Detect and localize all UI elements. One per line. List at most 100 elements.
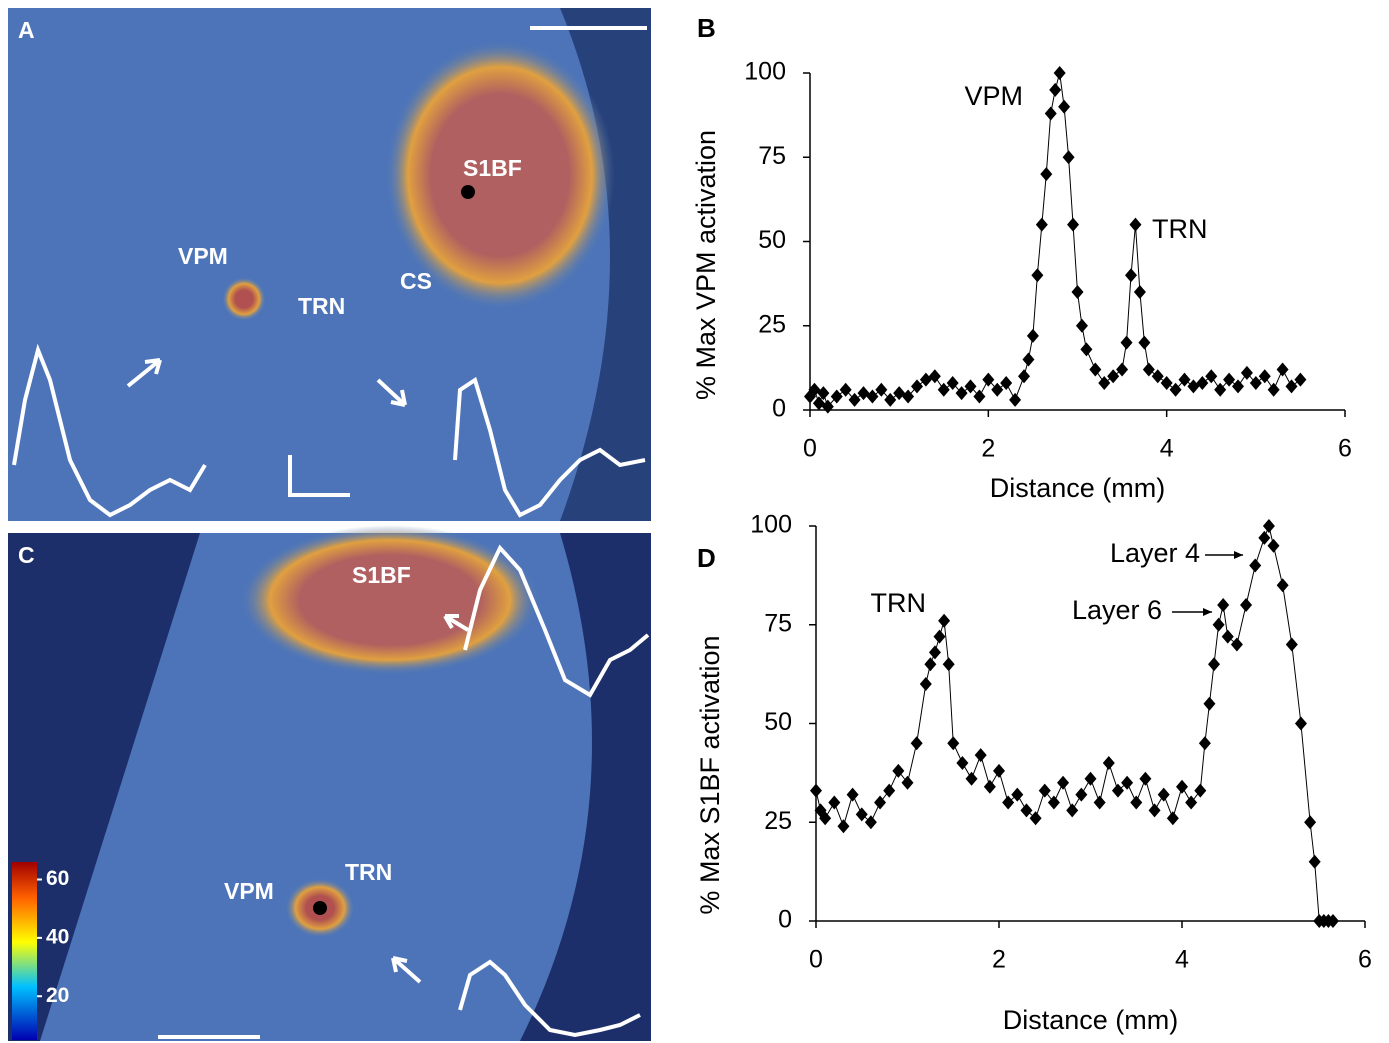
marker: [812, 396, 825, 411]
marker: [893, 386, 906, 401]
y-tick-label: 100: [744, 58, 786, 86]
marker: [1044, 106, 1057, 121]
y-tick-label: 0: [772, 395, 786, 423]
image-edge: [560, 8, 651, 521]
marker: [1029, 811, 1042, 826]
marker: [1038, 783, 1051, 798]
electrode: [313, 901, 327, 915]
panel-label: D: [697, 543, 716, 573]
marker: [901, 775, 914, 790]
marker: [919, 372, 932, 387]
y-axis-title: % Max VPM activation: [691, 130, 721, 400]
image-edge: [8, 533, 651, 1041]
marker: [874, 795, 887, 810]
panel-label: B: [697, 13, 716, 43]
scale-bar: [530, 26, 647, 30]
marker: [857, 386, 870, 401]
marker: [1080, 342, 1093, 357]
marker: [938, 613, 951, 628]
marker: [1198, 736, 1211, 751]
marker: [1116, 362, 1129, 377]
y-tick-label: 50: [764, 708, 792, 736]
marker: [1258, 530, 1271, 545]
marker: [919, 677, 932, 691]
hot-spot: [222, 277, 266, 321]
marker: [1308, 854, 1321, 869]
marker: [1285, 379, 1298, 394]
annotation: Layer 4: [1110, 538, 1200, 568]
marker: [1035, 217, 1048, 232]
marker: [828, 795, 841, 810]
marker: [866, 389, 879, 404]
marker: [991, 382, 1004, 397]
marker: [1142, 362, 1155, 377]
marker: [1133, 285, 1146, 300]
panel-a: A S1BF VPM TRN CS: [8, 8, 651, 521]
marker: [947, 736, 960, 751]
marker: [1075, 787, 1088, 802]
y-tick-label: 0: [778, 906, 792, 934]
marker: [875, 382, 888, 397]
x-tick-label: 0: [803, 435, 817, 463]
hot-spot: [240, 525, 540, 675]
colorbar: [12, 862, 37, 1040]
marker: [848, 392, 861, 407]
marker: [924, 657, 937, 672]
marker: [1022, 352, 1035, 367]
marker: [973, 389, 986, 404]
marker: [1129, 217, 1142, 232]
x-tick-label: 4: [1160, 435, 1174, 463]
marker: [1230, 637, 1243, 652]
marker: [1240, 365, 1253, 380]
y-tick-label: 75: [758, 142, 786, 170]
marker: [821, 399, 834, 414]
marker: [1208, 657, 1221, 672]
trace: [463, 544, 650, 698]
marker: [1031, 268, 1044, 283]
marker: [1294, 716, 1307, 731]
marker: [1285, 637, 1298, 652]
colorbar-label: 60: [46, 867, 69, 890]
marker: [1121, 775, 1134, 790]
marker: [1240, 598, 1253, 612]
marker: [1205, 369, 1218, 384]
marker: [946, 376, 959, 391]
marker: [808, 382, 821, 397]
image-label: S1BF: [352, 562, 411, 588]
arrow-head: [1203, 608, 1212, 616]
line: [815, 524, 1333, 922]
marker: [983, 779, 996, 794]
y-tick-label: 25: [764, 807, 792, 835]
line: [809, 72, 1301, 408]
marker: [1018, 369, 1030, 384]
marker: [956, 756, 969, 770]
marker: [1160, 376, 1173, 391]
trace: [458, 959, 641, 1038]
marker: [1107, 369, 1120, 384]
marker: [1262, 519, 1275, 533]
y-axis-title: % Max S1BF activation: [695, 635, 725, 914]
y-tick-label: 75: [764, 609, 792, 637]
marker: [910, 736, 923, 751]
marker: [1138, 335, 1151, 350]
marker: [1058, 99, 1071, 114]
marker: [1026, 328, 1039, 343]
marker: [1221, 629, 1234, 644]
marker: [1000, 376, 1013, 391]
marker: [1120, 335, 1133, 350]
colorbar-label: 40: [46, 925, 69, 948]
marker: [1009, 392, 1022, 407]
x-tick-label: 6: [1358, 946, 1372, 974]
annotation: Layer 6: [1072, 595, 1162, 625]
marker: [855, 807, 868, 822]
marker: [911, 379, 923, 394]
marker: [1111, 783, 1124, 798]
marker: [883, 783, 896, 798]
image-label: VPM: [178, 243, 228, 269]
image-label: S1BF: [463, 155, 522, 181]
panel-label: A: [18, 17, 35, 43]
marker: [937, 382, 950, 397]
electrode: [461, 185, 475, 199]
marker: [1125, 268, 1137, 283]
